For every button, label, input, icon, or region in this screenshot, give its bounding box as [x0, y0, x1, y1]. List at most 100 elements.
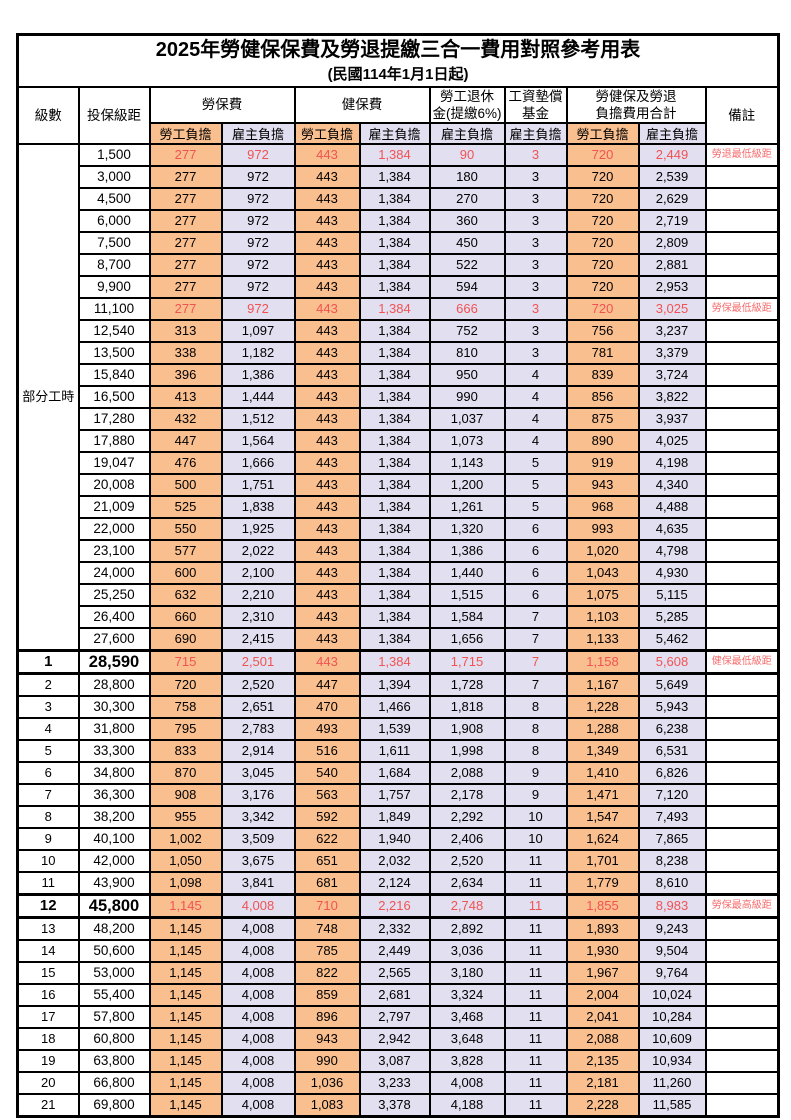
col-header-health-insurance: 健保費: [293, 85, 431, 124]
total-employer-cell: 2,719: [637, 208, 707, 233]
health-employer-cell: 3,378: [358, 1092, 431, 1117]
bracket-cell: 9,900: [77, 274, 151, 299]
total-employer-cell: 8,983: [637, 892, 707, 919]
table-row: 21 69,800 1,145 4,008 1,083 3,378 4,188 11 2,228…: [16, 1092, 780, 1117]
total-employee-cell: 1,779: [565, 870, 640, 895]
bracket-cell: 69,800: [77, 1092, 151, 1117]
pension-employer-cell: 2,088: [428, 760, 506, 785]
health-employer-cell: 1,684: [358, 760, 431, 785]
total-employee-cell: 1,893: [565, 916, 640, 941]
table-row: 26,400 660 2,310 443 1,384 1,584 7 1,103 5,285: [18, 604, 780, 629]
health-employer-cell: 1,466: [358, 694, 431, 719]
health-employee-cell: 896: [293, 1004, 361, 1029]
level-cell: 1: [16, 648, 80, 675]
total-employee-cell: 1,967: [565, 960, 640, 985]
bracket-cell: 15,840: [77, 362, 151, 387]
page-subtitle: (民國114年1月1日起): [327, 65, 469, 83]
remark-cell: [704, 560, 780, 585]
health-employer-cell: 1,384: [358, 384, 431, 409]
subheader-pension-employer: 雇主負擔: [428, 121, 506, 145]
health-employer-cell: 2,332: [358, 916, 431, 941]
header-row-burden: 勞工負擔 雇主負擔 勞工負擔 雇主負擔 雇主負擔 雇主負擔 勞工負擔 雇主負擔: [18, 121, 779, 145]
labor-employee-cell: 338: [148, 340, 223, 365]
wage-fund-employer-cell: 8: [503, 738, 568, 763]
health-employer-cell: 1,384: [358, 274, 431, 299]
health-employee-cell: 443: [293, 406, 361, 431]
health-employer-cell: 1,384: [358, 472, 431, 497]
labor-employer-cell: 3,509: [220, 826, 296, 851]
labor-employee-cell: 447: [148, 428, 223, 453]
labor-employee-cell: 690: [148, 626, 223, 651]
health-employee-cell: 443: [293, 516, 361, 541]
labor-employee-cell: 1,145: [148, 960, 223, 985]
total-employee-cell: 1,471: [565, 782, 640, 807]
labor-employer-cell: 1,386: [220, 362, 296, 387]
table-row: 7,500 277 972 443 1,384 450 3 720 2,809: [18, 230, 780, 255]
level-cell: 9: [16, 826, 80, 851]
table-row: 4,500 277 972 443 1,384 270 3 720 2,629: [18, 186, 780, 211]
remark-cell: [704, 494, 780, 519]
total-employee-cell: 1,701: [565, 848, 640, 873]
remark-cell: [704, 362, 780, 387]
bracket-cell: 17,280: [77, 406, 151, 431]
labor-employee-cell: 500: [148, 472, 223, 497]
labor-employee-cell: 870: [148, 760, 223, 785]
pension-employer-cell: 450: [428, 230, 506, 255]
health-employee-cell: 622: [293, 826, 361, 851]
wage-fund-employer-cell: 9: [503, 782, 568, 807]
remark-cell: [704, 164, 780, 189]
pension-employer-cell: 1,715: [428, 648, 506, 675]
pension-employer-cell: 2,292: [428, 804, 506, 829]
labor-employer-cell: 1,838: [220, 494, 296, 519]
remark-cell: [704, 428, 780, 453]
pension-employer-cell: 3,036: [428, 938, 506, 963]
subheader-total-employee: 勞工負擔: [565, 121, 640, 145]
health-employer-cell: 1,394: [358, 672, 431, 697]
level-cell: 10: [16, 848, 80, 873]
table-row: 19,047 476 1,666 443 1,384 1,143 5 919 4,198: [18, 450, 780, 475]
pension-employer-cell: 3,324: [428, 982, 506, 1007]
health-employee-cell: 516: [293, 738, 361, 763]
labor-employee-cell: 632: [148, 582, 223, 607]
labor-employer-cell: 1,097: [220, 318, 296, 343]
total-employer-cell: 4,930: [637, 560, 707, 585]
level-cell: 8: [16, 804, 80, 829]
health-employee-cell: 443: [293, 318, 361, 343]
remark-cell: [704, 960, 780, 985]
health-employee-cell: 443: [293, 186, 361, 211]
wage-fund-employer-cell: 6: [503, 582, 568, 607]
health-employer-cell: 2,942: [358, 1026, 431, 1051]
wage-fund-employer-cell: 6: [503, 560, 568, 585]
wage-fund-employer-cell: 11: [503, 1004, 568, 1029]
labor-employee-cell: 1,145: [148, 1048, 223, 1073]
level-cell: 7: [16, 782, 80, 807]
total-employee-cell: 2,004: [565, 982, 640, 1007]
wage-fund-employer-cell: 3: [503, 318, 568, 343]
labor-employer-cell: 4,008: [220, 1026, 296, 1051]
labor-employer-cell: 972: [220, 208, 296, 233]
bracket-cell: 55,400: [77, 982, 151, 1007]
labor-employer-cell: 4,008: [220, 916, 296, 941]
health-employee-cell: 443: [293, 252, 361, 277]
table-row: 15 53,000 1,145 4,008 822 2,565 3,180 11 1,967 9,…: [16, 960, 780, 985]
health-employee-cell: 540: [293, 760, 361, 785]
remark-cell: [704, 274, 780, 299]
table-row: 7 36,300 908 3,176 563 1,757 2,178 9 1,471 7,120: [16, 782, 780, 807]
total-employer-cell: 4,340: [637, 472, 707, 497]
total-employer-cell: 2,953: [637, 274, 707, 299]
wage-fund-employer-cell: 4: [503, 428, 568, 453]
total-employer-cell: 9,504: [637, 938, 707, 963]
total-header-line1: 勞健保及勞退: [595, 88, 677, 104]
table-row: 16,500 413 1,444 443 1,384 990 4 856 3,822: [18, 384, 780, 409]
health-employer-cell: 1,384: [358, 538, 431, 563]
wage-fund-employer-cell: 3: [503, 296, 568, 321]
health-employee-cell: 443: [293, 648, 361, 675]
title-cell: 2025年勞健保保費及勞退提繳三合一費用對照參考用表 (民國114年1月1日起): [16, 33, 780, 88]
pension-employer-cell: 950: [428, 362, 506, 387]
remark-cell: [704, 738, 780, 763]
total-employee-cell: 1,288: [565, 716, 640, 741]
table-row: 21,009 525 1,838 443 1,384 1,261 5 968 4,488: [18, 494, 780, 519]
table-row: 6,000 277 972 443 1,384 360 3 720 2,719: [18, 208, 780, 233]
labor-employer-cell: 3,045: [220, 760, 296, 785]
pension-employer-cell: 3,828: [428, 1048, 506, 1073]
